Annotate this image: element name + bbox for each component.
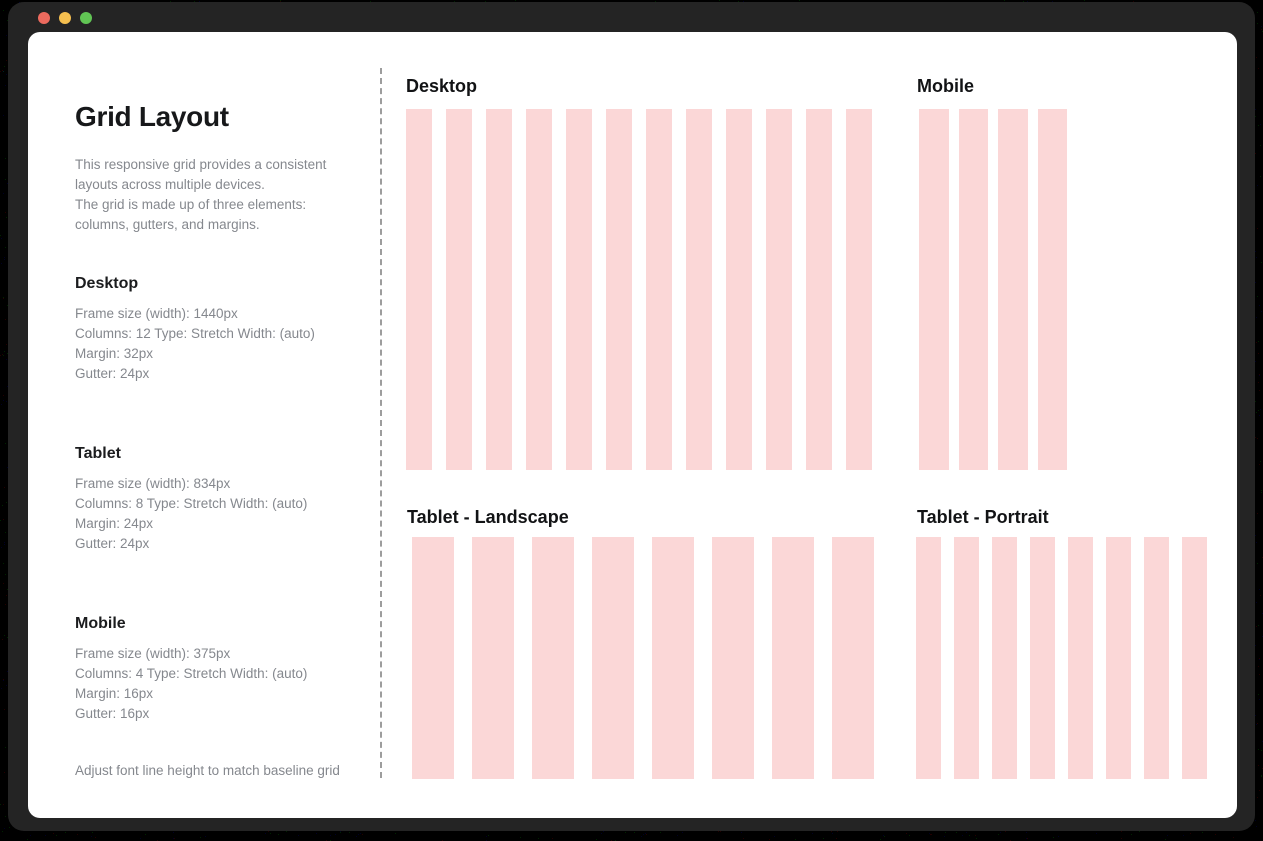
app-window: Grid Layout This responsive grid provide… — [8, 2, 1255, 831]
spec-line: Margin: 16px — [75, 686, 154, 701]
grid-column — [726, 109, 752, 470]
grid-column — [916, 537, 941, 779]
grid-column — [766, 109, 792, 470]
spec-line: Frame size (width): 834px — [75, 476, 231, 491]
panel-title-desktop: Desktop — [406, 76, 478, 96]
grid-column — [606, 109, 632, 470]
grid-column — [712, 537, 754, 779]
document-canvas: Grid Layout This responsive grid provide… — [28, 32, 1237, 818]
grid-column — [954, 537, 979, 779]
grid-column — [592, 537, 634, 779]
grid-column — [1037, 109, 1067, 470]
description-line: This responsive grid provides a consiste… — [75, 157, 327, 172]
grid-preview-desktop — [406, 109, 872, 470]
grid-column — [412, 537, 454, 779]
grid-preview-tablet-portrait — [916, 537, 1207, 779]
grid-column — [1068, 537, 1093, 779]
grid-column — [772, 537, 814, 779]
panel-title-tablet-landscape: Tablet - Landscape — [407, 507, 569, 527]
section-heading: Tablet — [75, 445, 121, 462]
grid-column — [486, 109, 512, 470]
minimize-button[interactable] — [59, 12, 71, 24]
grid-description: This responsive grid provides a consiste… — [75, 155, 377, 235]
grid-column — [919, 109, 949, 470]
grid-column — [998, 109, 1028, 470]
grid-column — [446, 109, 472, 470]
description-line: The grid is made up of three elements: — [75, 197, 307, 212]
page-title: Grid Layout — [75, 101, 229, 132]
grid-column — [526, 109, 552, 470]
panel-title-tablet-portrait: Tablet - Portrait — [917, 507, 1049, 527]
grid-column — [1144, 537, 1169, 779]
grid-preview-mobile — [919, 109, 1067, 470]
grid-column — [646, 109, 672, 470]
grid-column — [532, 537, 574, 779]
spec-line: Frame size (width): 1440px — [75, 306, 238, 321]
grid-column — [406, 109, 432, 470]
spec-section-desktop: Desktop Frame size (width): 1440px Colum… — [75, 275, 377, 384]
grid-column — [652, 537, 694, 779]
close-button[interactable] — [38, 12, 50, 24]
spec-line: Columns: 8 Type: Stretch Width: (auto) — [75, 496, 308, 511]
dashed-divider — [380, 68, 382, 778]
grid-column — [472, 537, 514, 779]
spec-line: Columns: 12 Type: Stretch Width: (auto) — [75, 326, 315, 341]
grid-column — [992, 537, 1017, 779]
spec-line: Gutter: 24px — [75, 366, 150, 381]
section-heading: Desktop — [75, 275, 139, 292]
grid-preview-tablet-landscape — [412, 537, 874, 779]
grid-column — [846, 109, 872, 470]
grid-column — [1182, 537, 1207, 779]
window-titlebar — [8, 2, 1255, 32]
section-heading: Mobile — [75, 615, 126, 632]
spec-line: Frame size (width): 375px — [75, 646, 231, 661]
maximize-button[interactable] — [80, 12, 92, 24]
description-line: columns, gutters, and margins. — [75, 217, 260, 232]
spec-sidebar: Grid Layout This responsive grid provide… — [75, 100, 377, 724]
grid-column — [686, 109, 712, 470]
description-line: layouts across multiple devices. — [75, 177, 265, 192]
traffic-light-buttons — [38, 12, 92, 24]
spec-line: Gutter: 24px — [75, 536, 150, 551]
grid-column — [1106, 537, 1131, 779]
spec-section-tablet: Tablet Frame size (width): 834px Columns… — [75, 445, 377, 554]
grid-column — [958, 109, 988, 470]
grid-column — [566, 109, 592, 470]
grid-column — [832, 537, 874, 779]
spec-line: Columns: 4 Type: Stretch Width: (auto) — [75, 666, 308, 681]
spec-line: Margin: 32px — [75, 346, 154, 361]
panel-title-mobile: Mobile — [917, 76, 974, 96]
spec-section-mobile: Mobile Frame size (width): 375px Columns… — [75, 615, 377, 724]
baseline-note: Adjust font line height to match baselin… — [75, 763, 340, 778]
spec-line: Margin: 24px — [75, 516, 154, 531]
grid-column — [1030, 537, 1055, 779]
spec-line: Gutter: 16px — [75, 706, 150, 721]
grid-column — [806, 109, 832, 470]
